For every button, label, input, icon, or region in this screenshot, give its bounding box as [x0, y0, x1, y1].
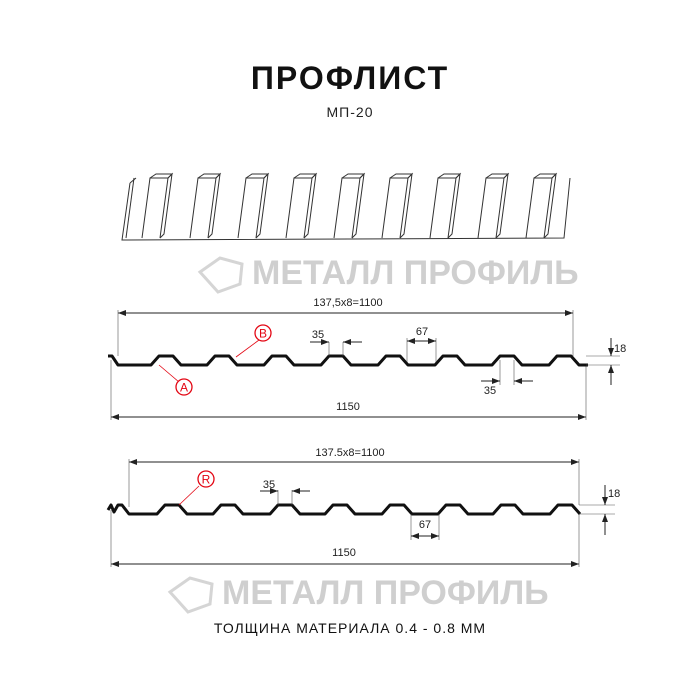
rib-label: 67 [419, 519, 431, 531]
svg-text:МЕТАЛЛ ПРОФИЛЬ: МЕТАЛЛ ПРОФИЛЬ [222, 574, 549, 612]
total-label: 1150 [336, 401, 360, 413]
profile-1: 137,5x8=1100 1150 35 67 35 18 B A [108, 297, 626, 420]
svg-text:МЕТАЛЛ ПРОФИЛЬ: МЕТАЛЛ ПРОФИЛЬ [252, 254, 579, 292]
marker-a-label: A [180, 381, 188, 395]
profile-2: 137.5x8=1100 1150 35 67 18 R [106, 447, 620, 567]
watermark-2: МЕТАЛЛ ПРОФИЛЬ [167, 574, 549, 614]
span-label: 137,5x8=1100 [313, 297, 382, 309]
rib-label: 67 [416, 326, 428, 338]
span-label: 137.5x8=1100 [315, 447, 384, 459]
crest-width-label: 35 [312, 329, 324, 341]
page-title: ПРОФЛИСТ [250, 60, 450, 96]
material-thickness: ТОЛЩИНА МАТЕРИАЛА 0.4 - 0.8 ММ [213, 620, 487, 636]
profile-1-section [108, 354, 588, 367]
watermark-1: МЕТАЛЛ ПРОФИЛЬ [197, 254, 579, 294]
height-label: 18 [614, 343, 626, 355]
height-label: 18 [608, 488, 620, 500]
marker-r [197, 470, 215, 488]
sheet-perspective-drawing [121, 172, 571, 241]
marker-r-label: R [202, 473, 211, 487]
page-subtitle: МП-20 [326, 104, 374, 120]
crest-width-label: 35 [263, 479, 275, 491]
marker-b-label: B [259, 327, 267, 341]
marker-b [254, 324, 272, 342]
valley-width-label: 35 [484, 385, 496, 397]
profile-2-section [106, 503, 582, 516]
marker-a [175, 378, 193, 396]
total-label: 1150 [332, 547, 356, 559]
